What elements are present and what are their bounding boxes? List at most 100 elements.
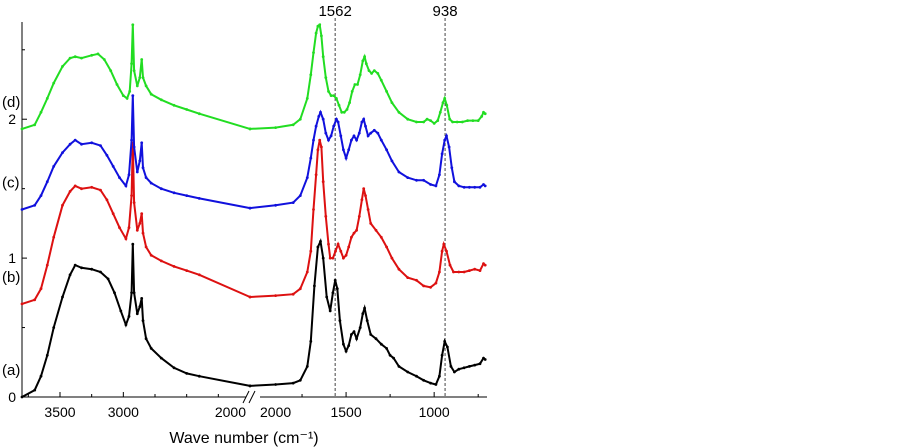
data-point bbox=[445, 249, 448, 253]
data-point bbox=[376, 131, 380, 135]
data-point bbox=[197, 273, 201, 277]
data-point bbox=[140, 297, 144, 300]
data-point bbox=[298, 378, 302, 382]
data-point bbox=[443, 340, 447, 343]
data-point bbox=[436, 119, 440, 122]
data-point bbox=[130, 138, 134, 142]
series-label: (c) bbox=[2, 175, 20, 192]
data-point bbox=[132, 145, 136, 149]
data-point bbox=[318, 138, 322, 142]
y-tick-label: 0 bbox=[8, 389, 16, 405]
data-point bbox=[367, 69, 371, 72]
data-point bbox=[438, 173, 441, 177]
data-point bbox=[159, 98, 163, 102]
data-point bbox=[453, 180, 456, 184]
series-3 bbox=[20, 94, 487, 211]
data-point bbox=[335, 97, 338, 100]
data-point bbox=[425, 117, 429, 121]
data-point bbox=[339, 249, 343, 253]
data-point bbox=[73, 55, 77, 59]
data-point bbox=[312, 208, 315, 211]
data-point bbox=[483, 358, 487, 361]
data-point bbox=[355, 337, 358, 341]
data-point bbox=[478, 185, 482, 189]
y-tick-label: 2 bbox=[8, 111, 16, 127]
data-point bbox=[446, 345, 449, 349]
data-point bbox=[314, 124, 318, 128]
data-point bbox=[462, 270, 466, 274]
data-point bbox=[415, 374, 418, 378]
data-point bbox=[448, 263, 452, 267]
data-point bbox=[385, 90, 388, 93]
data-point bbox=[372, 128, 376, 132]
data-point bbox=[438, 270, 441, 274]
data-point bbox=[99, 270, 102, 274]
data-point bbox=[138, 76, 142, 79]
data-point bbox=[483, 263, 487, 267]
data-point bbox=[131, 23, 135, 27]
x-tick-label: 3000 bbox=[108, 404, 139, 420]
data-point bbox=[33, 298, 37, 302]
data-point bbox=[305, 365, 309, 368]
data-point bbox=[121, 94, 125, 97]
data-point bbox=[388, 353, 392, 357]
data-point bbox=[144, 245, 148, 249]
data-point bbox=[99, 144, 102, 148]
data-point bbox=[364, 62, 368, 66]
data-point bbox=[422, 284, 425, 288]
data-point bbox=[318, 23, 322, 27]
data-point bbox=[328, 256, 332, 260]
data-point bbox=[338, 319, 342, 322]
data-point bbox=[445, 134, 448, 138]
data-point bbox=[135, 170, 139, 174]
data-point bbox=[149, 347, 153, 350]
data-point bbox=[324, 131, 328, 135]
data-point bbox=[363, 55, 366, 59]
data-point bbox=[366, 208, 370, 211]
data-point bbox=[144, 84, 148, 88]
data-point bbox=[138, 159, 142, 163]
data-point bbox=[73, 138, 77, 142]
data-point bbox=[321, 180, 325, 184]
data-point bbox=[342, 148, 345, 152]
data-point bbox=[334, 249, 337, 253]
data-point bbox=[434, 184, 438, 188]
data-point bbox=[466, 119, 469, 122]
data-point bbox=[248, 127, 252, 131]
data-point bbox=[390, 159, 394, 163]
data-point bbox=[309, 340, 313, 343]
data-point bbox=[248, 384, 252, 388]
data-point bbox=[90, 185, 94, 189]
data-point bbox=[172, 366, 176, 370]
data-point bbox=[248, 295, 252, 299]
data-point bbox=[374, 337, 378, 341]
data-point bbox=[327, 90, 330, 93]
series-label: (a) bbox=[2, 362, 20, 379]
data-point bbox=[73, 184, 77, 188]
data-point bbox=[45, 180, 49, 184]
series-4 bbox=[20, 22, 487, 131]
data-point bbox=[39, 194, 43, 198]
data-point bbox=[149, 181, 153, 185]
data-point bbox=[447, 145, 451, 149]
data-point bbox=[379, 342, 383, 346]
data-point bbox=[364, 194, 367, 198]
data-point bbox=[331, 256, 335, 260]
data-point bbox=[45, 353, 49, 357]
data-point bbox=[478, 269, 482, 272]
data-point bbox=[397, 170, 401, 174]
data-point bbox=[124, 184, 128, 188]
data-point bbox=[90, 53, 94, 57]
data-point bbox=[324, 215, 328, 218]
data-point bbox=[132, 291, 136, 295]
data-point bbox=[392, 356, 395, 360]
data-point bbox=[385, 148, 388, 152]
data-point bbox=[344, 156, 348, 160]
data-point bbox=[335, 117, 338, 121]
data-point bbox=[172, 265, 176, 268]
data-point bbox=[329, 94, 333, 97]
data-point bbox=[131, 242, 135, 246]
data-point bbox=[344, 253, 348, 257]
data-point bbox=[185, 108, 189, 111]
data-point bbox=[358, 73, 362, 77]
